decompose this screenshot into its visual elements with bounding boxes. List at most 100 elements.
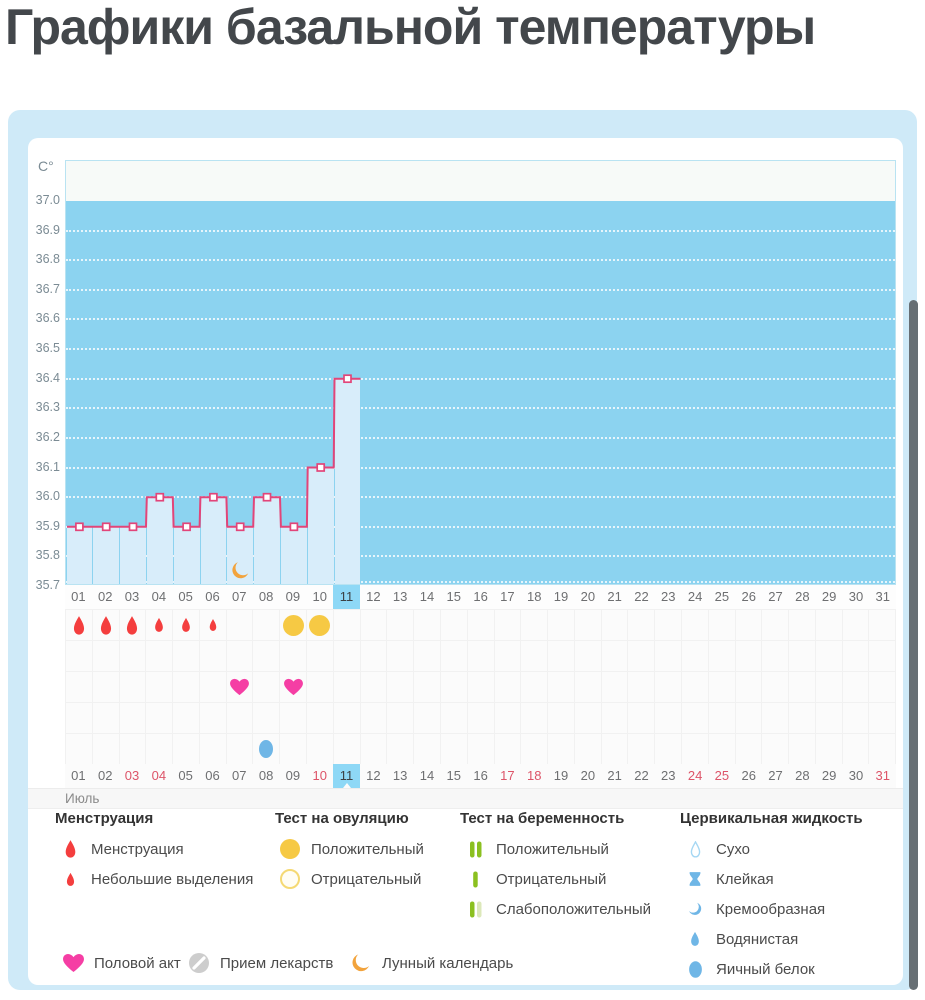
day-event-cell[interactable]	[226, 734, 254, 765]
day-event-cell[interactable]	[735, 734, 763, 765]
day-event-cell[interactable]	[253, 641, 281, 672]
day-event-cell[interactable]	[414, 610, 441, 641]
day-event-cell[interactable]	[494, 641, 522, 672]
day-label-cell[interactable]: 30	[848, 589, 864, 604]
day-label-cell[interactable]: 19	[553, 768, 569, 783]
day-event-cell[interactable]	[146, 672, 174, 703]
day-event-cell[interactable]	[548, 703, 575, 734]
day-event-cell[interactable]	[655, 734, 682, 765]
day-label-cell[interactable]: 15	[446, 589, 462, 604]
day-label-cell[interactable]: 03	[124, 768, 140, 783]
day-event-cell[interactable]	[842, 610, 870, 641]
day-label-cell[interactable]: 17	[500, 589, 515, 604]
day-event-cell[interactable]	[387, 672, 415, 703]
day-event-cell[interactable]	[521, 672, 549, 703]
temperature-point[interactable]	[235, 522, 245, 532]
day-event-cell[interactable]	[574, 703, 602, 734]
day-event-cell[interactable]	[601, 641, 629, 672]
day-event-cell[interactable]	[762, 610, 790, 641]
day-label-cell[interactable]: 23	[661, 589, 676, 604]
day-event-cell[interactable]	[708, 734, 736, 765]
day-event-cell[interactable]	[842, 703, 870, 734]
day-event-cell[interactable]	[307, 734, 334, 765]
day-label-cell[interactable]: 05	[178, 589, 193, 604]
day-event-cell[interactable]	[842, 641, 870, 672]
day-label-cell[interactable]: 21	[607, 589, 622, 604]
day-event-cell[interactable]	[815, 672, 843, 703]
day-label-cell[interactable]: 26	[741, 589, 756, 604]
day-label-cell[interactable]: 04	[151, 589, 167, 604]
day-event-cell[interactable]	[333, 734, 361, 765]
day-label-cell[interactable]: 12	[366, 768, 381, 783]
day-label-cell[interactable]: 11	[333, 764, 360, 788]
day-label-cell[interactable]: 24	[687, 768, 703, 783]
day-event-cell[interactable]	[280, 734, 308, 765]
day-event-cell[interactable]	[199, 672, 227, 703]
day-event-cell[interactable]	[815, 703, 843, 734]
day-label-cell[interactable]: 22	[634, 768, 649, 783]
day-label-cell[interactable]: 19	[553, 589, 569, 604]
day-event-cell[interactable]	[708, 703, 736, 734]
day-event-cell[interactable]	[574, 641, 602, 672]
day-event-cell[interactable]	[173, 610, 200, 641]
day-event-cell[interactable]	[467, 672, 495, 703]
day-event-cell[interactable]	[521, 734, 549, 765]
day-event-cell[interactable]	[280, 672, 308, 703]
day-label-cell[interactable]: 06	[205, 768, 220, 783]
day-label-cell[interactable]: 29	[821, 589, 837, 604]
day-event-cell[interactable]	[66, 641, 93, 672]
day-event-cell[interactable]	[280, 703, 308, 734]
day-event-cell[interactable]	[146, 703, 174, 734]
day-event-cell[interactable]	[681, 641, 709, 672]
day-event-cell[interactable]	[681, 703, 709, 734]
day-event-cell[interactable]	[735, 641, 763, 672]
day-event-cell[interactable]	[199, 734, 227, 765]
day-label-cell[interactable]: 07	[232, 589, 247, 604]
day-event-cell[interactable]	[548, 610, 575, 641]
day-event-cell[interactable]	[414, 734, 441, 765]
day-event-cell[interactable]	[467, 610, 495, 641]
day-event-cell[interactable]	[253, 703, 281, 734]
day-event-cell[interactable]	[762, 703, 790, 734]
day-event-cell[interactable]	[494, 734, 522, 765]
day-event-cell[interactable]	[146, 641, 174, 672]
day-event-cell[interactable]	[628, 641, 656, 672]
day-event-cell[interactable]	[307, 641, 334, 672]
day-event-cell[interactable]	[601, 734, 629, 765]
temperature-point[interactable]	[262, 492, 272, 502]
day-event-cell[interactable]	[66, 672, 93, 703]
day-event-cell[interactable]	[655, 610, 682, 641]
day-event-cell[interactable]	[119, 610, 147, 641]
day-label-cell[interactable]: 18	[526, 768, 542, 783]
temperature-point[interactable]	[343, 374, 352, 384]
day-event-cell[interactable]	[66, 610, 93, 641]
day-event-cell[interactable]	[789, 610, 816, 641]
day-event-cell[interactable]	[66, 703, 93, 734]
temperature-point[interactable]	[182, 522, 191, 532]
day-event-cell[interactable]	[548, 734, 575, 765]
temperature-point[interactable]	[316, 463, 326, 472]
day-event-cell[interactable]	[360, 641, 388, 672]
day-label-cell[interactable]: 08	[258, 589, 274, 604]
day-event-cell[interactable]	[842, 734, 870, 765]
day-label-cell[interactable]: 06	[205, 589, 220, 604]
day-event-cell[interactable]	[842, 672, 870, 703]
day-event-cell[interactable]	[280, 610, 308, 641]
day-event-cell[interactable]	[681, 734, 709, 765]
day-event-cell[interactable]	[333, 703, 361, 734]
day-event-cell[interactable]	[708, 672, 736, 703]
day-event-cell[interactable]	[92, 641, 120, 672]
day-label-cell[interactable]: 26	[741, 768, 756, 783]
day-event-cell[interactable]	[467, 641, 495, 672]
day-label-cell[interactable]: 01	[71, 589, 86, 604]
day-label-cell[interactable]: 13	[392, 589, 408, 604]
day-label-cell[interactable]: 02	[97, 768, 113, 783]
day-event-cell[interactable]	[414, 641, 441, 672]
day-event-cell[interactable]	[199, 610, 227, 641]
day-event-cell[interactable]	[333, 610, 361, 641]
day-event-cell[interactable]	[735, 703, 763, 734]
day-event-cell[interactable]	[681, 672, 709, 703]
day-event-cell[interactable]	[307, 703, 334, 734]
day-event-cell[interactable]	[655, 641, 682, 672]
day-label-cell[interactable]: 15	[446, 768, 462, 783]
